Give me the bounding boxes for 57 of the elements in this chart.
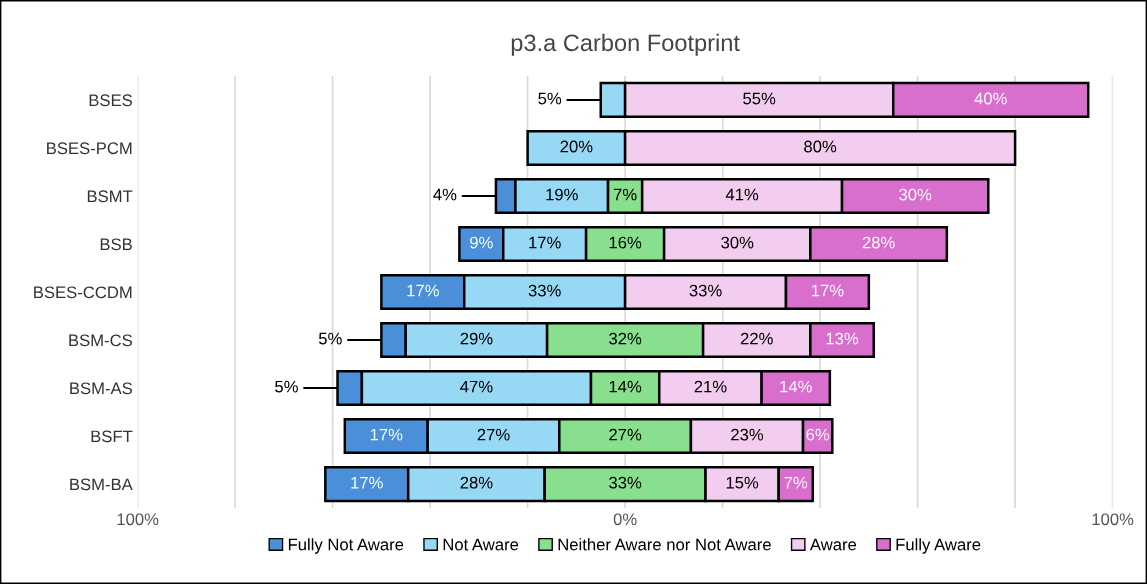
- legend-label: Not Aware: [443, 538, 519, 551]
- data-label: 14%: [780, 380, 812, 393]
- data-label: 7%: [784, 476, 808, 489]
- data-label: 22%: [740, 332, 773, 345]
- x-tick-label: 0%: [613, 513, 637, 526]
- data-label: 28%: [862, 236, 895, 249]
- data-label: 17%: [812, 284, 844, 297]
- data-label: 41%: [725, 188, 759, 201]
- data-label: 19%: [546, 188, 578, 201]
- data-label: 29%: [460, 332, 493, 345]
- data-label: 20%: [560, 140, 593, 153]
- data-label: 21%: [694, 380, 727, 393]
- data-label: 17%: [370, 428, 403, 441]
- data-label: 23%: [731, 428, 764, 441]
- y-tick-label: BSFT: [91, 430, 133, 443]
- y-tick-label: BSMT: [87, 190, 133, 203]
- data-label: 13%: [826, 332, 859, 345]
- data-label: 5%: [538, 92, 562, 105]
- data-label: 5%: [318, 332, 342, 345]
- data-label: 80%: [804, 140, 837, 153]
- y-tick-label: BSM-AS: [70, 382, 133, 395]
- data-label: 27%: [609, 428, 642, 441]
- data-label: 55%: [743, 92, 776, 105]
- data-label: 28%: [460, 476, 493, 489]
- y-tick-label: BSB: [100, 238, 132, 251]
- data-label: 17%: [351, 476, 383, 489]
- data-label: 40%: [974, 92, 1007, 105]
- y-tick-label: BSES-PCM: [47, 142, 132, 155]
- data-label: 17%: [529, 236, 561, 249]
- y-tick-label: BSES: [89, 94, 133, 107]
- data-label: 16%: [609, 236, 642, 249]
- data-label: 14%: [609, 380, 642, 393]
- y-tick-label: BSM-CS: [69, 334, 133, 347]
- data-label: 33%: [528, 284, 561, 297]
- legend-label: Fully Aware: [896, 538, 981, 554]
- data-label: 5%: [275, 380, 298, 393]
- data-label: 33%: [689, 284, 722, 297]
- x-tick-label: 100%: [1092, 513, 1134, 526]
- x-tick-label: 100%: [117, 513, 159, 526]
- chart-title: p3.a Carbon Footprint: [511, 33, 740, 56]
- data-label: 30%: [721, 236, 754, 249]
- legend-label: Aware: [809, 538, 857, 551]
- data-label: 4%: [433, 188, 457, 201]
- data-label: 32%: [609, 332, 642, 345]
- legend-label: Fully Not Aware: [288, 538, 404, 554]
- data-label: 7%: [613, 188, 637, 201]
- data-label: 17%: [407, 284, 439, 297]
- data-label: 30%: [899, 188, 932, 201]
- data-label: 9%: [470, 236, 493, 249]
- data-label: 33%: [609, 476, 642, 489]
- y-tick-label: BSM-BA: [70, 478, 133, 491]
- data-label: 15%: [726, 476, 759, 489]
- data-label: 47%: [460, 380, 493, 393]
- legend-label: Neither Aware nor Not Aware: [558, 538, 771, 551]
- y-tick-label: BSES-CCDM: [34, 286, 132, 299]
- data-label: 6%: [806, 428, 830, 441]
- data-label: 27%: [477, 428, 510, 441]
